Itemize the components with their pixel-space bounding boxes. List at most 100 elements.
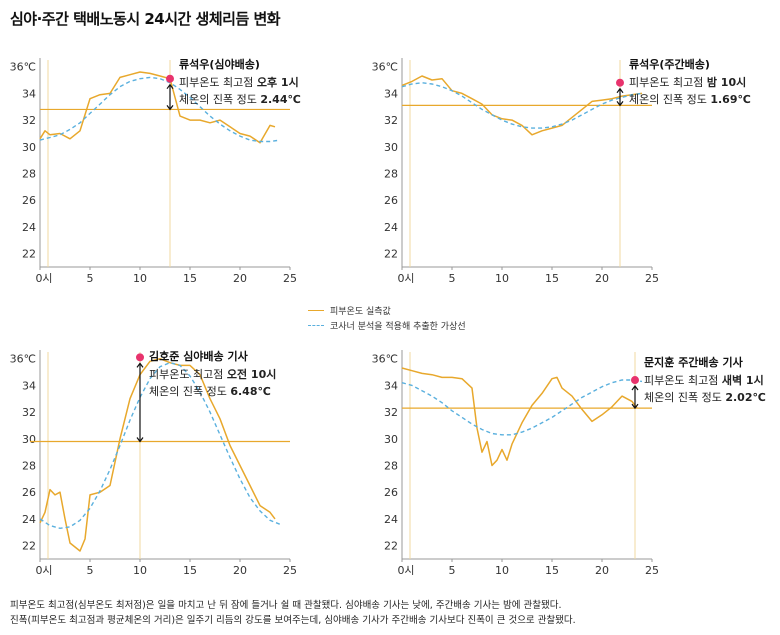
amplitude-arrow-head-bottom <box>136 437 144 443</box>
y-tick-label: 34 <box>384 379 398 392</box>
x-tick-label: 15 <box>183 272 197 285</box>
y-tick-label: 24 <box>22 513 36 526</box>
x-tick-label: 15 <box>545 564 559 577</box>
x-tick-label: 0시 <box>35 272 52 285</box>
x-tick-label: 0시 <box>35 564 52 577</box>
annotation-peak-label: 피부온도 최고점 <box>629 76 707 89</box>
annotation-amplitude-value: 2.02℃ <box>725 391 765 404</box>
y-tick-label: 26 <box>22 486 36 499</box>
series-actual-line <box>39 71 276 144</box>
x-tick-label: 0시 <box>397 272 414 285</box>
x-tick-label: 20 <box>595 272 609 285</box>
legend-swatch-fit <box>308 325 324 326</box>
series-fit-line <box>39 361 281 530</box>
y-tick-label: 32 <box>384 406 398 419</box>
peak-marker <box>166 74 174 83</box>
y-tick-label: 26 <box>384 486 398 499</box>
x-tick-label: 15 <box>545 272 559 285</box>
annotation-peak-label: 피부온도 최고점 <box>149 368 227 381</box>
annotation-peak-value: 새벽 1시 <box>722 373 764 387</box>
legend-swatch-actual <box>308 310 324 311</box>
x-tick-label: 10 <box>133 564 147 577</box>
legend-item-actual: 피부온도 실측값 <box>308 303 466 318</box>
x-tick-label: 25 <box>645 272 659 285</box>
amplitude-arrow-head-top <box>136 362 144 368</box>
annotation-peak-value: 오후 1시 <box>257 75 299 89</box>
y-tick-label: 32 <box>22 406 36 419</box>
annotation-amplitude: 체온의 진폭 정도 2.44℃ <box>179 93 301 106</box>
amplitude-arrow-head-top <box>616 87 624 94</box>
y-tick-label: 30 <box>22 433 36 446</box>
annotation-peak-value: 밤 10시 <box>707 75 746 89</box>
annotation-amplitude: 체온의 진폭 정도 6.48℃ <box>149 385 271 398</box>
y-tick-label: 28 <box>22 460 36 473</box>
series-fit-line <box>39 76 281 143</box>
y-tick-label: 32 <box>384 114 398 127</box>
annotation-name: 김호준 심야배송 기사 <box>149 349 249 363</box>
x-tick-label: 20 <box>233 272 247 285</box>
x-tick-label: 5 <box>449 564 456 577</box>
page-title: 심야·주간 택배노동시 24시간 생체리듬 변화 <box>10 10 281 28</box>
amplitude-arrow-head-top <box>631 385 639 391</box>
annotation-amplitude-label: 체온의 진폭 정도 <box>629 93 710 106</box>
chart-panel-3: 36℃ 34 32 30 28 26 24 22 0시 5 10 15 20 25 김호준 심야배송 기사피… <box>10 349 297 577</box>
annotation-name: 류석우(심야배송) <box>179 57 260 71</box>
chart-panel-1: 36℃ 34 32 30 28 26 24 22 0시 5 10 15 20 25 류석우(심야배송) 피부온… <box>10 57 301 285</box>
y-tick-label: 34 <box>384 87 398 100</box>
y-tick-label: 30 <box>384 433 398 446</box>
annotation-amplitude: 체온의 진폭 정도 2.02℃ <box>644 391 766 404</box>
legend-label-actual: 피부온도 실측값 <box>330 307 391 317</box>
y-tick-label: 28 <box>22 168 36 181</box>
x-tick-label: 10 <box>133 272 147 285</box>
annotation-peak: 피부온도 최고점 오후 1시 <box>179 75 299 89</box>
y-tick-label: 30 <box>22 141 36 154</box>
y-tick-label: 34 <box>22 87 36 100</box>
annotation-amplitude-label: 체온의 진폭 정도 <box>179 93 260 106</box>
legend-label-fit: 코사너 분석을 적용해 추출한 가상선 <box>330 322 466 332</box>
y-tick-label: 32 <box>22 114 36 127</box>
y-tick-label: 22 <box>22 248 36 261</box>
amplitude-arrow-head-bottom <box>616 101 624 107</box>
annotation-amplitude: 체온의 진폭 정도 1.69℃ <box>629 93 751 106</box>
y-tick-label: 26 <box>22 194 36 207</box>
footnote-line-2: 진폭(피부온도 최고점과 평균체온의 거리)은 일주기 리듬의 강도를 보여주는… <box>10 615 576 626</box>
annotation-peak: 피부온도 최고점 오전 10시 <box>149 367 276 381</box>
legend-item-fit: 코사너 분석을 적용해 추출한 가상선 <box>308 318 466 333</box>
x-tick-label: 0시 <box>397 564 414 577</box>
x-tick-label: 5 <box>87 564 94 577</box>
annotation-peak: 피부온도 최고점 새벽 1시 <box>644 373 764 387</box>
y-tick-label: 22 <box>22 540 36 553</box>
series-fit-line <box>401 379 643 436</box>
y-tick-label: 36℃ <box>10 353 36 366</box>
y-tick-label: 22 <box>384 540 398 553</box>
x-tick-label: 25 <box>283 272 297 285</box>
annotation-peak-label: 피부온도 최고점 <box>179 76 257 89</box>
y-tick-label: 24 <box>384 221 398 234</box>
annotation-peak-label: 피부온도 최고점 <box>644 374 722 387</box>
annotation-peak-value: 오전 10시 <box>227 367 277 381</box>
chart-panel-4: 36℃ 34 32 30 28 26 24 22 0시 5 10 15 20 25 문지훈 주간배송 기사피… <box>372 350 766 577</box>
x-tick-label: 15 <box>183 564 197 577</box>
amplitude-arrow-head-bottom <box>631 403 639 410</box>
x-tick-label: 20 <box>595 564 609 577</box>
legend: 피부온도 실측값 코사너 분석을 적용해 추출한 가상선 <box>308 303 466 333</box>
x-tick-label: 25 <box>645 564 659 577</box>
peak-marker <box>616 78 624 87</box>
annotation-peak: 피부온도 최고점 밤 10시 <box>629 75 746 89</box>
series-actual-line <box>401 75 643 136</box>
y-tick-label: 24 <box>22 221 36 234</box>
y-tick-label: 36℃ <box>10 61 36 74</box>
x-tick-label: 20 <box>233 564 247 577</box>
annotation-name: 문지훈 주간배송 기사 <box>644 355 744 369</box>
y-tick-label: 34 <box>22 379 36 392</box>
chart-panel-2: 36℃ 34 32 30 28 26 24 22 0시 5 10 15 20 25 류석우(주간배송) 피부온… <box>372 57 751 285</box>
annotation-amplitude-value: 6.48℃ <box>230 385 270 398</box>
peak-marker <box>631 376 639 385</box>
y-tick-label: 30 <box>384 141 398 154</box>
y-tick-label: 26 <box>384 194 398 207</box>
y-tick-label: 28 <box>384 460 398 473</box>
y-tick-label: 36℃ <box>372 61 398 74</box>
peak-marker <box>136 353 144 362</box>
x-tick-label: 5 <box>87 272 94 285</box>
